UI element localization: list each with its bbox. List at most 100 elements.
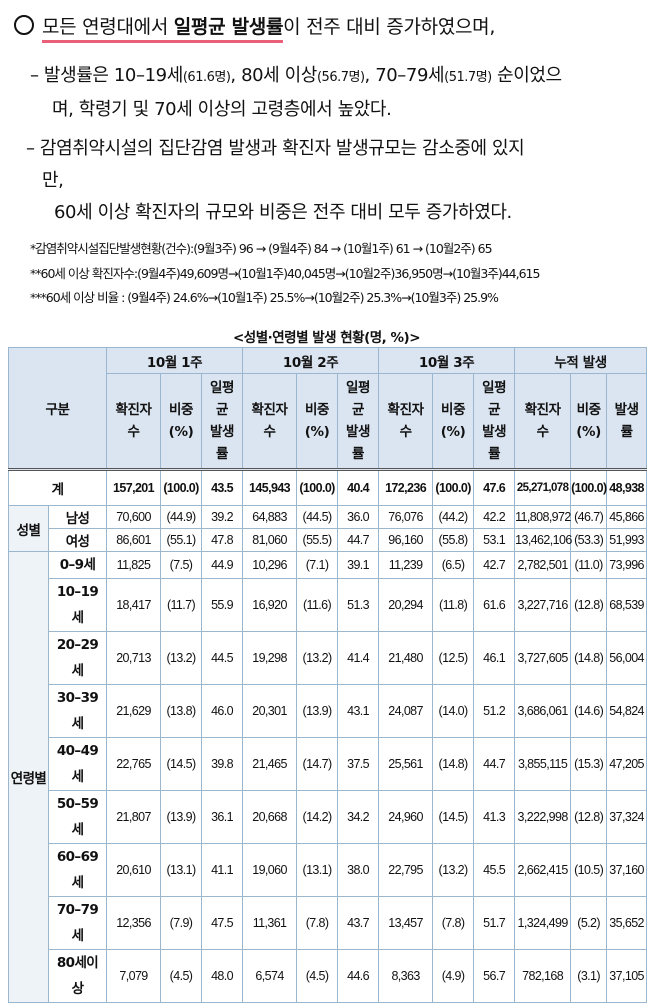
age-row: 10–19 세 18,417 (11.7) 55.9 16,920 (11.6) 51.3 20…: [9, 578, 648, 632]
gender-age-table: 구분 10월 1주 10월 2주 10월 3주 누적 발생 확진자 수 비중 (%) 일평 균 발생 률…: [7, 347, 648, 1003]
total-row: 계 157,201 (100.0) 43.5 145,943 (100.0) 40.4 172…: [7, 468, 648, 506]
table-cell: 11,808,972: [514, 505, 571, 529]
table-cell: 20,301: [242, 684, 298, 738]
table-cell: 22,795: [378, 843, 434, 897]
table-cell: (3.1): [570, 949, 608, 1003]
table-cell: (44.2): [432, 505, 475, 529]
table-cell: 1,324,499: [514, 896, 572, 950]
age-row: 40–49 세 22,765 (14.5) 39.8 21,465 (14.7) 37.5 25…: [9, 737, 648, 791]
table-cell: 3,686,061: [514, 684, 572, 738]
facility-line3: 60세 이상 확진자의 규모와 비중은 전주 대비 모두 증가하였다.: [54, 202, 512, 223]
table-cell: 20,668: [242, 790, 298, 844]
table-cell: (7.8): [432, 896, 475, 950]
table-cell: (100.0): [570, 468, 607, 506]
table-cell: 47.6: [473, 468, 516, 506]
table-cell: 40.4: [337, 468, 380, 506]
age-row: 연령별 0–9세 11,825 (7.5) 44.9 10,296 (7.1) 39.1 11,…: [8, 551, 648, 1003]
total-label: 계: [7, 468, 108, 506]
table-cell: 44.7: [473, 737, 516, 791]
table-cell: (14.5): [160, 737, 203, 791]
facility-line1: – 감염취약시설의 집단감염 발생과 확진자 발생규모는 감소중에 있지: [26, 138, 525, 159]
summary-post: 이 전주 대비 증가하였으며,: [283, 16, 496, 38]
table-cell: 25,271,078: [514, 468, 572, 506]
table-cell: (10.5): [570, 843, 608, 897]
table-cell: 36.0: [337, 505, 380, 529]
table-cell: 21,480: [378, 631, 434, 685]
measure-header: 확진자 수: [378, 373, 434, 470]
table-cell: 11,825: [106, 551, 162, 579]
row-label: 50–59 세: [47, 790, 108, 844]
table-cell: 73,996: [606, 551, 648, 579]
table-cell: (13.1): [160, 843, 203, 897]
table-body: 구분 10월 1주 10월 2주 10월 3주 누적 발생 확진자 수 비중 (%) 일평 균 발생 률…: [7, 347, 648, 1003]
table-cell: (55.8): [432, 528, 475, 552]
table-cell: 54,824: [606, 684, 648, 738]
table-cell: (55.5): [296, 528, 339, 552]
table-cell: (11.6): [296, 578, 339, 632]
table-cell: 35,652: [606, 896, 648, 950]
table-cell: (13.2): [296, 631, 339, 685]
table-cell: (13.2): [432, 843, 475, 897]
table-cell: (11.0): [570, 551, 608, 579]
table-cell: (4.5): [296, 949, 339, 1003]
table-cell: 10,296: [242, 551, 298, 579]
period-header: 10월 1주: [106, 347, 244, 374]
table-cell: 3,855,115: [514, 737, 572, 791]
table-cell: (7.1): [296, 551, 339, 579]
table-cell: 46.0: [201, 684, 244, 738]
measure-header: 확진자 수: [242, 373, 298, 470]
table-cell: 43.1: [337, 684, 380, 738]
table-cell: 3,727,605: [514, 631, 572, 685]
table-cell: (14.8): [570, 631, 608, 685]
age-group-label: 연령별: [8, 551, 49, 1003]
table-cell: 42.2: [473, 505, 516, 529]
table-cell: (14.6): [570, 684, 608, 738]
table-cell: 41.3: [473, 790, 516, 844]
table-cell: (14.2): [296, 790, 339, 844]
table-cell: 12,356: [106, 896, 162, 950]
summary-emphasis: 일평균 발생률: [173, 16, 284, 38]
table-cell: 157,201: [106, 468, 162, 506]
table-cell: 13,457: [378, 896, 434, 950]
table-cell: (46.7): [570, 505, 608, 529]
table-cell: (7.8): [296, 896, 339, 950]
category-header: 구분: [7, 347, 108, 470]
summary-underlined: 모든 연령대에서 일평균 발생률: [42, 16, 283, 43]
age-row: 30–39 세 21,629 (13.8) 46.0 20,301 (13.9) 43.1 24…: [9, 684, 648, 738]
summary-bullet: 모든 연령대에서 일평균 발생률이 전주 대비 증가하였으며,: [14, 12, 496, 43]
table-cell: 81,060: [242, 528, 298, 552]
table-cell: 39.2: [201, 505, 244, 529]
table-cell: 2,662,415: [514, 843, 572, 897]
table-cell: 24,960: [378, 790, 434, 844]
period-header: 누적 발생: [514, 347, 648, 374]
table-cell: 44.9: [201, 551, 244, 579]
table-cell: (13.9): [296, 684, 339, 738]
table-cell: (55.1): [160, 528, 203, 552]
age-row: 20–29 세 20,713 (13.2) 44.5 19,298 (13.2) 41.4 21…: [9, 631, 648, 685]
table-cell: 47,205: [606, 737, 648, 791]
table-cell: (11.8): [432, 578, 475, 632]
table-cell: 43.5: [201, 468, 244, 506]
table-cell: 18,417: [106, 578, 162, 632]
header-row-periods: 구분 10월 1주 10월 2주 10월 3주 누적 발생: [7, 347, 648, 470]
table-cell: 13,462,106: [514, 528, 572, 552]
table-cell: 7,079: [106, 949, 162, 1003]
table-cell: 64,883: [242, 505, 298, 529]
table-cell: 55.9: [201, 578, 244, 632]
row-label: 80세이 상: [47, 949, 108, 1003]
table-cell: 25,561: [378, 737, 434, 791]
rate-ranking-line1: – 발생률은 10–19세(61.6명), 80세 이상(56.7명), 70–…: [30, 65, 562, 86]
table-cell: (100.0): [432, 468, 475, 506]
table-cell: 86,601: [106, 528, 162, 552]
measure-header: 발생 률: [606, 373, 648, 470]
table-cell: (4.9): [432, 949, 475, 1003]
table-cell: 145,943: [242, 468, 298, 506]
table-cell: (11.7): [160, 578, 203, 632]
circle-bullet-icon: [14, 15, 34, 35]
age-row: 60–69 세 20,610 (13.1) 41.1 19,060 (13.1) 38.0 22…: [9, 843, 648, 897]
period-header: 10월 3주: [378, 347, 516, 374]
age-row: 70–79 세 12,356 (7.9) 47.5 11,361 (7.8) 43.7 13,4…: [9, 896, 648, 950]
table-cell: (14.0): [432, 684, 475, 738]
table-cell: (44.5): [296, 505, 339, 529]
table-cell: (15.3): [570, 737, 608, 791]
